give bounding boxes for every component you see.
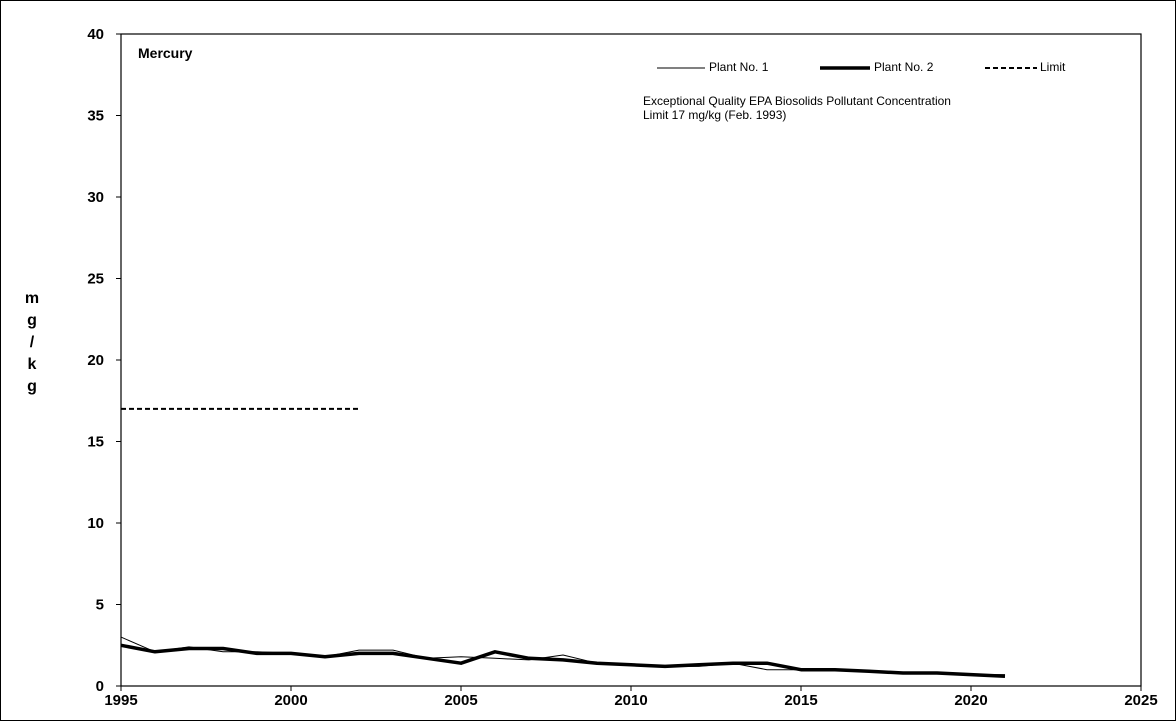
ylabel-letter: /	[29, 334, 35, 351]
x-tick-label: 2020	[954, 692, 987, 709]
y-tick-label: 35	[87, 108, 104, 125]
y-tick-label: 40	[87, 26, 104, 43]
ylabel-letter: m	[24, 290, 40, 307]
chart-title: Mercury	[138, 45, 193, 61]
series-line-1	[120, 636, 1005, 676]
y-tick-label: 25	[87, 271, 104, 288]
legend-label-plant-2: Plant No. 2	[874, 60, 934, 74]
ylabel-letter: k	[27, 356, 37, 373]
y-tick-label: 0	[96, 678, 104, 695]
x-tick-label: 2000	[274, 692, 307, 709]
series-line-2	[120, 643, 1006, 678]
ylabel-letter: g	[27, 312, 37, 329]
limit-annotation: Exceptional Quality EPA Biosolids Pollut…	[643, 94, 951, 122]
series-layer	[120, 407, 1006, 678]
y-tick-label: 30	[87, 189, 104, 206]
y-tick-label: 20	[87, 352, 104, 369]
y-tick-label: 5	[96, 597, 104, 614]
x-tick-label: 2025	[1124, 692, 1157, 709]
legend-label-limit: Limit	[1040, 60, 1066, 74]
y-tick-label: 15	[87, 434, 104, 451]
x-tick-label: 2010	[614, 692, 647, 709]
x-tick-label: 2005	[444, 692, 477, 709]
x-tick-label: 1995	[104, 692, 137, 709]
x-tick-label: 2015	[784, 692, 817, 709]
legend-label-plant-1: Plant No. 1	[709, 60, 769, 74]
y-tick-label: 10	[87, 515, 104, 532]
ylabel-letter: g	[27, 378, 37, 395]
plot-area	[120, 33, 1142, 687]
ticks-layer: 1995 2000 2005 2010 2015 2020 2025051015202530…	[87, 26, 1157, 709]
